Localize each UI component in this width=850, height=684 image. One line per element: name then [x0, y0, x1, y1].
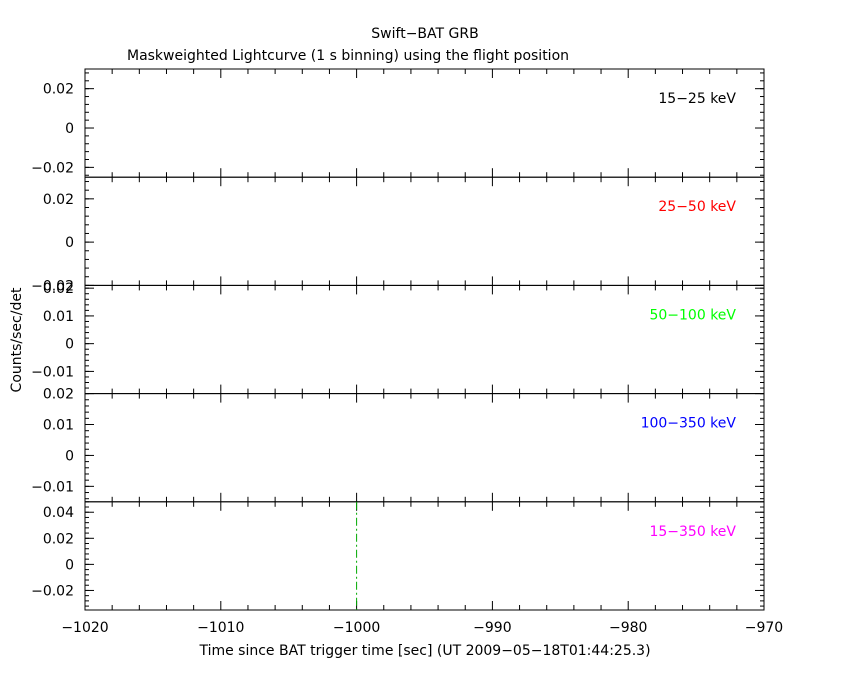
panel-0: 0.02 0 −0.02 15−25 keV: [31, 68, 765, 178]
panel-frame: [84, 68, 765, 178]
x-tick-label: −1000: [333, 620, 380, 636]
y-tick-label: −0.02: [31, 160, 74, 176]
panel-1: 0.02 0 −0.02 25−50 keV: [31, 176, 765, 294]
chart-subtitle: Maskweighted Lightcurve (1 s binning) us…: [127, 48, 569, 64]
x-tick-label: −1020: [61, 620, 108, 636]
y-tick-label: 0.01: [43, 418, 74, 434]
panel-frame: [84, 284, 765, 395]
panel-4: 0.04 0.02 0 −0.02 15−350 keV: [31, 501, 765, 611]
y-axis-label: Counts/sec/det: [9, 287, 25, 392]
y-tick-label: −0.01: [31, 479, 74, 495]
panel-frame: [84, 176, 765, 286]
y-tick-label: −0.01: [31, 364, 74, 380]
band-label: 15−25 keV: [658, 91, 736, 107]
panel-frame: [84, 501, 765, 611]
y-tick-label: 0.02: [43, 281, 74, 297]
x-tick-label: −980: [609, 620, 647, 636]
panel-3: 0.02 0.01 0 −0.01 100−350 keV: [31, 387, 765, 503]
band-label: 50−100 keV: [649, 307, 736, 323]
panel-frame: [84, 393, 765, 503]
y-tick-label: 0: [65, 557, 74, 573]
band-label: 15−350 keV: [649, 524, 736, 540]
y-tick-label: −0.02: [31, 583, 74, 599]
y-tick-label: 0.02: [43, 531, 74, 547]
panel-2: 0.02 0.01 0 −0.01 50−100 keV: [31, 281, 765, 395]
y-tick-label: 0: [65, 121, 74, 137]
x-tick-label: −1010: [197, 620, 244, 636]
x-tick-label: −970: [745, 620, 783, 636]
y-tick-label: 0: [65, 337, 74, 353]
y-tick-label: 0.02: [43, 82, 74, 98]
y-tick-label: 0.02: [43, 192, 74, 208]
band-label: 25−50 keV: [658, 199, 736, 215]
y-tick-label: 0: [65, 448, 74, 464]
y-tick-label: −0.02: [31, 278, 74, 294]
y-tick-label: 0.01: [43, 309, 74, 325]
x-tick-label: −990: [473, 620, 511, 636]
y-tick-label: 0: [65, 235, 74, 251]
chart-title: Swift−BAT GRB: [371, 26, 478, 42]
band-label: 100−350 keV: [641, 416, 737, 432]
y-tick-label: 0.02: [43, 387, 74, 403]
x-axis-label: Time since BAT trigger time [sec] (UT 20…: [198, 643, 650, 659]
y-tick-label: 0.04: [43, 505, 74, 521]
